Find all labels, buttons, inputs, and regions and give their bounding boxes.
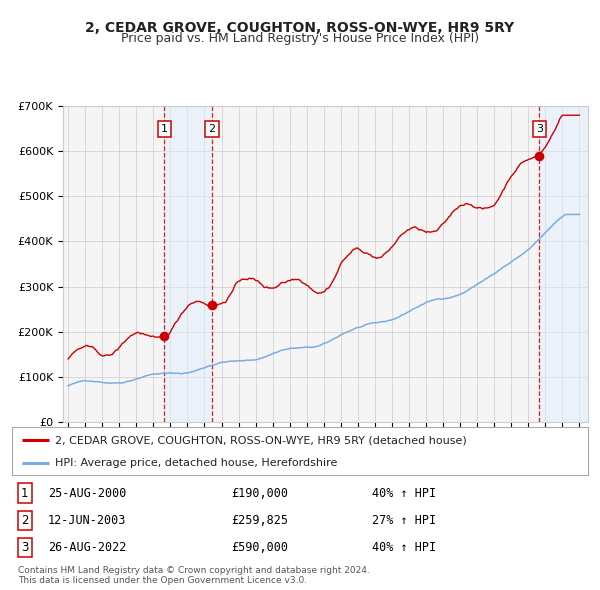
Bar <box>539 106 588 422</box>
Text: £259,825: £259,825 <box>231 514 288 527</box>
Text: Contains HM Land Registry data © Crown copyright and database right 2024.
This d: Contains HM Land Registry data © Crown c… <box>18 566 370 585</box>
Text: 40% ↑ HPI: 40% ↑ HPI <box>371 541 436 554</box>
Text: 40% ↑ HPI: 40% ↑ HPI <box>371 487 436 500</box>
Text: 2: 2 <box>209 124 216 134</box>
Text: 25-AUG-2000: 25-AUG-2000 <box>47 487 126 500</box>
Text: 1: 1 <box>21 487 28 500</box>
Text: 12-JUN-2003: 12-JUN-2003 <box>47 514 126 527</box>
Text: 2, CEDAR GROVE, COUGHTON, ROSS-ON-WYE, HR9 5RY (detached house): 2, CEDAR GROVE, COUGHTON, ROSS-ON-WYE, H… <box>55 435 467 445</box>
Text: 2: 2 <box>21 514 28 527</box>
Bar <box>164 106 212 422</box>
Text: 3: 3 <box>21 541 28 554</box>
Text: HPI: Average price, detached house, Herefordshire: HPI: Average price, detached house, Here… <box>55 458 338 468</box>
Text: 1: 1 <box>161 124 168 134</box>
Text: 26-AUG-2022: 26-AUG-2022 <box>47 541 126 554</box>
Text: £590,000: £590,000 <box>231 541 288 554</box>
Text: £190,000: £190,000 <box>231 487 288 500</box>
Text: 3: 3 <box>536 124 543 134</box>
Text: 2, CEDAR GROVE, COUGHTON, ROSS-ON-WYE, HR9 5RY: 2, CEDAR GROVE, COUGHTON, ROSS-ON-WYE, H… <box>85 21 515 35</box>
Text: 27% ↑ HPI: 27% ↑ HPI <box>371 514 436 527</box>
Text: Price paid vs. HM Land Registry's House Price Index (HPI): Price paid vs. HM Land Registry's House … <box>121 32 479 45</box>
